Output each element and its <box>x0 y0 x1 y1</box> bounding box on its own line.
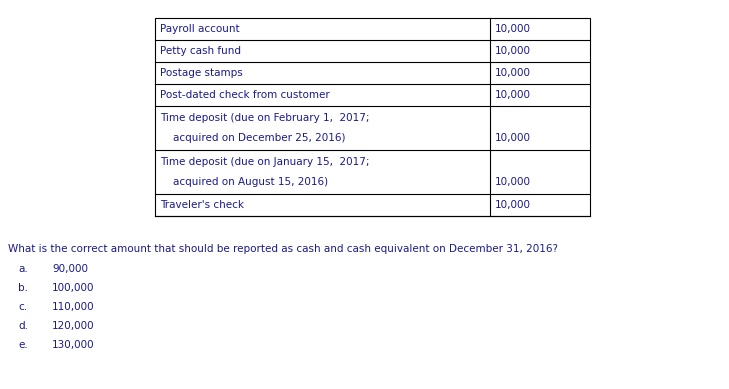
Text: 130,000: 130,000 <box>52 340 95 350</box>
Text: 10,000: 10,000 <box>495 68 531 78</box>
Text: 10,000: 10,000 <box>495 200 531 210</box>
Bar <box>155 18 590 216</box>
Text: 10,000: 10,000 <box>495 46 531 56</box>
Text: 10,000: 10,000 <box>495 90 531 100</box>
Text: d.: d. <box>18 321 28 331</box>
Text: acquired on August 15, 2016): acquired on August 15, 2016) <box>160 177 328 187</box>
Text: Postage stamps: Postage stamps <box>160 68 243 78</box>
Text: Time deposit (due on February 1,  2017;: Time deposit (due on February 1, 2017; <box>160 113 370 123</box>
Text: Payroll account: Payroll account <box>160 24 240 34</box>
Text: 110,000: 110,000 <box>52 302 95 312</box>
Text: b.: b. <box>18 283 28 293</box>
Text: Time deposit (due on January 15,  2017;: Time deposit (due on January 15, 2017; <box>160 157 370 167</box>
Text: acquired on December 25, 2016): acquired on December 25, 2016) <box>160 133 346 143</box>
Text: 100,000: 100,000 <box>52 283 95 293</box>
Text: What is the correct amount that should be reported as cash and cash equivalent o: What is the correct amount that should b… <box>8 244 558 254</box>
Text: Post-dated check from customer: Post-dated check from customer <box>160 90 330 100</box>
Text: 10,000: 10,000 <box>495 24 531 34</box>
Text: Petty cash fund: Petty cash fund <box>160 46 241 56</box>
Text: 120,000: 120,000 <box>52 321 95 331</box>
Text: Traveler's check: Traveler's check <box>160 200 244 210</box>
Text: 10,000: 10,000 <box>495 177 531 187</box>
Text: 10,000: 10,000 <box>495 133 531 143</box>
Text: a.: a. <box>18 264 28 274</box>
Text: c.: c. <box>18 302 27 312</box>
Text: e.: e. <box>18 340 28 350</box>
Text: 90,000: 90,000 <box>52 264 88 274</box>
